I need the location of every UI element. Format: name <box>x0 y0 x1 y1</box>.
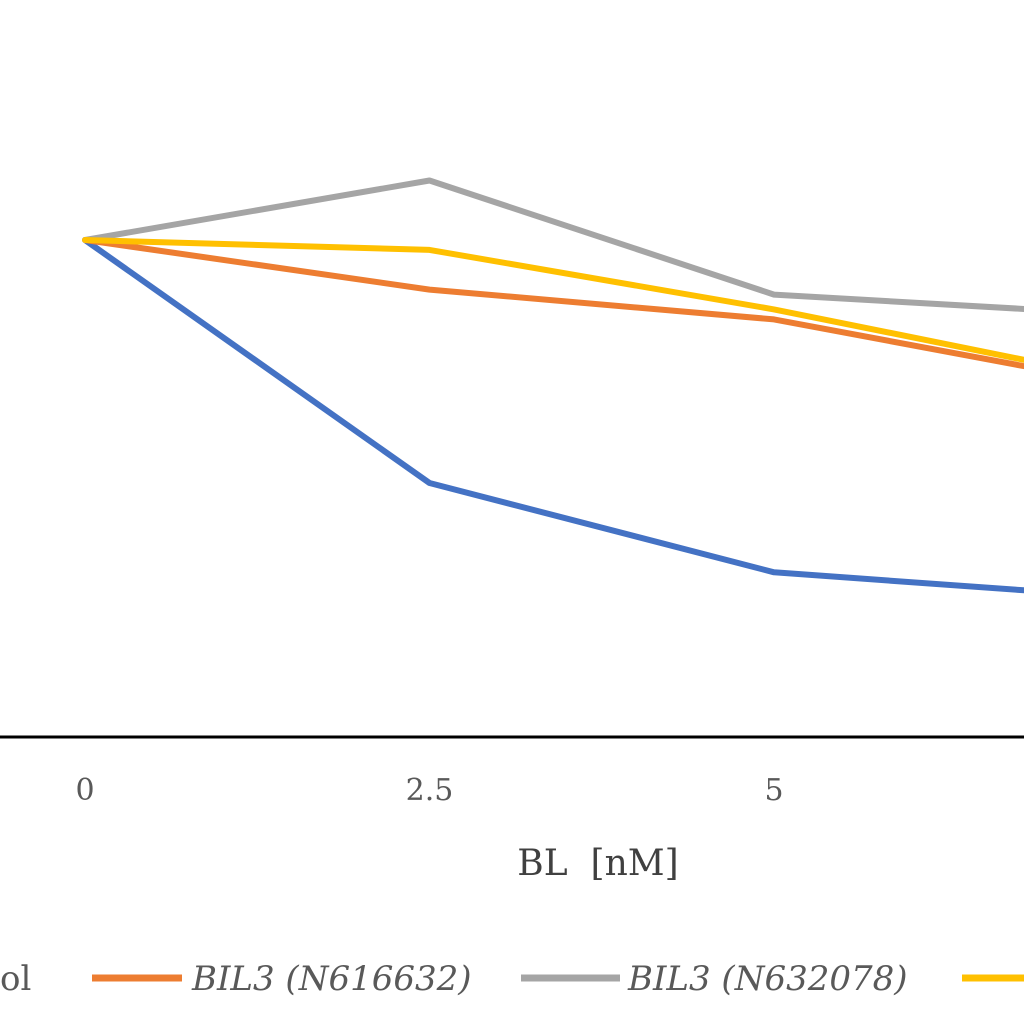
legend: ol BIL3 (N616632) BIL3 (N632078) <box>0 959 1024 999</box>
series-line-1 <box>82 237 1024 594</box>
x-axis-tick-labels: 0 2.5 5 <box>75 773 783 808</box>
x-axis-title: BL [nM] <box>517 843 678 884</box>
legend-label-2: BIL3 (N616632) <box>191 959 472 999</box>
x-tick-label: 2.5 <box>406 773 454 808</box>
series-line-3 <box>82 177 1024 312</box>
legend-label-1: ol <box>0 959 31 999</box>
series-line-4 <box>82 237 1024 363</box>
legend-label-3: BIL3 (N632078) <box>627 959 908 999</box>
x-tick-label: 5 <box>764 773 783 808</box>
x-tick-label: 0 <box>75 773 94 808</box>
series-line-2 <box>82 237 1024 370</box>
plot-area <box>82 177 1024 594</box>
